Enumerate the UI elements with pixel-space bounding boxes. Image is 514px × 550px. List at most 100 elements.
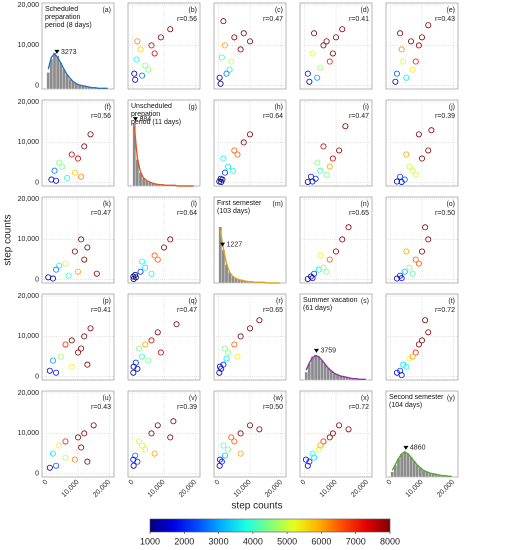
scatter-point bbox=[412, 349, 419, 356]
scatter-point bbox=[415, 341, 422, 348]
scatter-point bbox=[148, 42, 155, 49]
scatter-point bbox=[418, 248, 425, 255]
panel: (u) r=0.43 bbox=[41, 390, 115, 478]
scatter-point bbox=[170, 418, 177, 425]
scatter-point bbox=[135, 345, 142, 352]
median-marker bbox=[313, 348, 319, 353]
scatter-point bbox=[81, 430, 88, 437]
scatter-point bbox=[306, 78, 313, 85]
scatter-point bbox=[151, 50, 158, 57]
x-tick-label: 20,000 bbox=[436, 479, 456, 499]
scatter-point bbox=[145, 66, 152, 73]
scatter-point bbox=[137, 268, 144, 275]
panel: (b) r=0.56 bbox=[127, 2, 201, 90]
scatter-point bbox=[151, 252, 158, 259]
scatter-point bbox=[237, 46, 244, 53]
scatter-point bbox=[320, 264, 327, 271]
scatter-point bbox=[339, 26, 346, 33]
scatter-point bbox=[422, 317, 429, 324]
r-label: r=0.64 bbox=[177, 210, 197, 217]
panel-letter: (d) bbox=[360, 7, 369, 14]
scatter-point bbox=[329, 430, 336, 437]
scatter-point bbox=[246, 38, 253, 45]
scatter-point bbox=[317, 252, 324, 259]
scatter-point bbox=[68, 337, 75, 344]
colorbar-tick-label: 3000 bbox=[209, 536, 229, 546]
y-tick-label: 0 bbox=[35, 471, 39, 478]
scatter-point bbox=[132, 271, 139, 278]
scatter-point bbox=[226, 66, 233, 73]
scatter-point bbox=[409, 66, 416, 73]
panel: (t) r=0.72 bbox=[385, 293, 459, 381]
scatter-point bbox=[225, 163, 232, 170]
scatter-point bbox=[130, 456, 137, 463]
panel-title: Summer vacation (61 days) bbox=[303, 297, 358, 312]
panel: (k) r=0.47 bbox=[41, 196, 115, 284]
scatter-point bbox=[309, 450, 316, 457]
scatter-point bbox=[139, 442, 146, 449]
scatter-point bbox=[398, 372, 405, 379]
panel: (y) 4860 Second semester (104 days) bbox=[385, 390, 459, 478]
scatter-point bbox=[53, 462, 60, 469]
scatter-point bbox=[142, 446, 149, 453]
scatter-point bbox=[397, 173, 404, 180]
x-tick-label: 0 bbox=[300, 479, 308, 487]
panel: (a) 3273 Scheduled preparation period (8 d… bbox=[41, 2, 115, 90]
scatter-point bbox=[309, 50, 316, 57]
scatter-point bbox=[216, 456, 223, 463]
panel-letter: (m) bbox=[273, 201, 284, 208]
panel-letter: (f) bbox=[104, 104, 111, 111]
scatter-point bbox=[139, 72, 146, 79]
panel-letter: (v) bbox=[189, 395, 197, 402]
median-label: 1227 bbox=[227, 241, 243, 248]
scatter-point bbox=[87, 131, 94, 138]
scatter-point bbox=[326, 256, 333, 263]
scatter-point bbox=[81, 256, 88, 263]
scatter-point bbox=[90, 422, 97, 429]
scatter-point bbox=[84, 244, 91, 251]
y-tick-label: 20,000 bbox=[18, 293, 40, 300]
scatter-point bbox=[139, 258, 146, 265]
panel: (m) 1227 First semester (103 days) bbox=[213, 196, 287, 284]
scatter-point bbox=[302, 456, 309, 463]
scatter-point bbox=[221, 42, 228, 49]
r-label: r=0.41 bbox=[349, 16, 369, 23]
scatter-point bbox=[425, 236, 432, 243]
y-tick-label: 20,000 bbox=[18, 2, 40, 9]
label-box: Summer vacation (61 days) bbox=[303, 297, 358, 312]
panel: (h) r=0.64 bbox=[213, 99, 287, 187]
scatter-point bbox=[218, 458, 225, 465]
scatter-point bbox=[326, 58, 333, 65]
r-label: r=0.43 bbox=[91, 404, 111, 411]
scatter-point bbox=[256, 426, 263, 433]
scatter-point bbox=[221, 452, 228, 459]
scatter-point bbox=[148, 430, 155, 437]
x-tick-label: 20,000 bbox=[350, 479, 370, 499]
scatter-point bbox=[428, 127, 435, 134]
scatter-point bbox=[84, 458, 91, 465]
scatter-point bbox=[53, 266, 60, 273]
hist-bar bbox=[390, 471, 394, 478]
median-marker bbox=[132, 117, 138, 122]
r-label: r=0.50 bbox=[435, 210, 455, 217]
scatter-point bbox=[412, 171, 419, 178]
scatter-point bbox=[345, 224, 352, 231]
r-label: r=0.65 bbox=[263, 307, 283, 314]
colorbar-tick-label: 1000 bbox=[140, 536, 160, 546]
scatter-point bbox=[71, 169, 78, 176]
panel: (e) r=0.43 bbox=[385, 2, 459, 90]
scatter-point bbox=[256, 317, 263, 324]
scatter-point bbox=[397, 30, 404, 37]
median-label: 4860 bbox=[410, 445, 426, 452]
scatter-point bbox=[406, 355, 413, 362]
panel: (j) r=0.39 bbox=[385, 99, 459, 187]
r-label: r=0.50 bbox=[263, 404, 283, 411]
scatter-point bbox=[231, 34, 238, 41]
scatter-point bbox=[393, 70, 400, 77]
median-label: 3759 bbox=[320, 348, 336, 355]
scatter-point bbox=[220, 18, 227, 25]
panel-title: Scheduled preparation period (8 days) bbox=[45, 6, 92, 29]
scatter-point bbox=[323, 268, 330, 275]
scatter-point bbox=[154, 422, 161, 429]
scatter-point bbox=[62, 260, 69, 267]
